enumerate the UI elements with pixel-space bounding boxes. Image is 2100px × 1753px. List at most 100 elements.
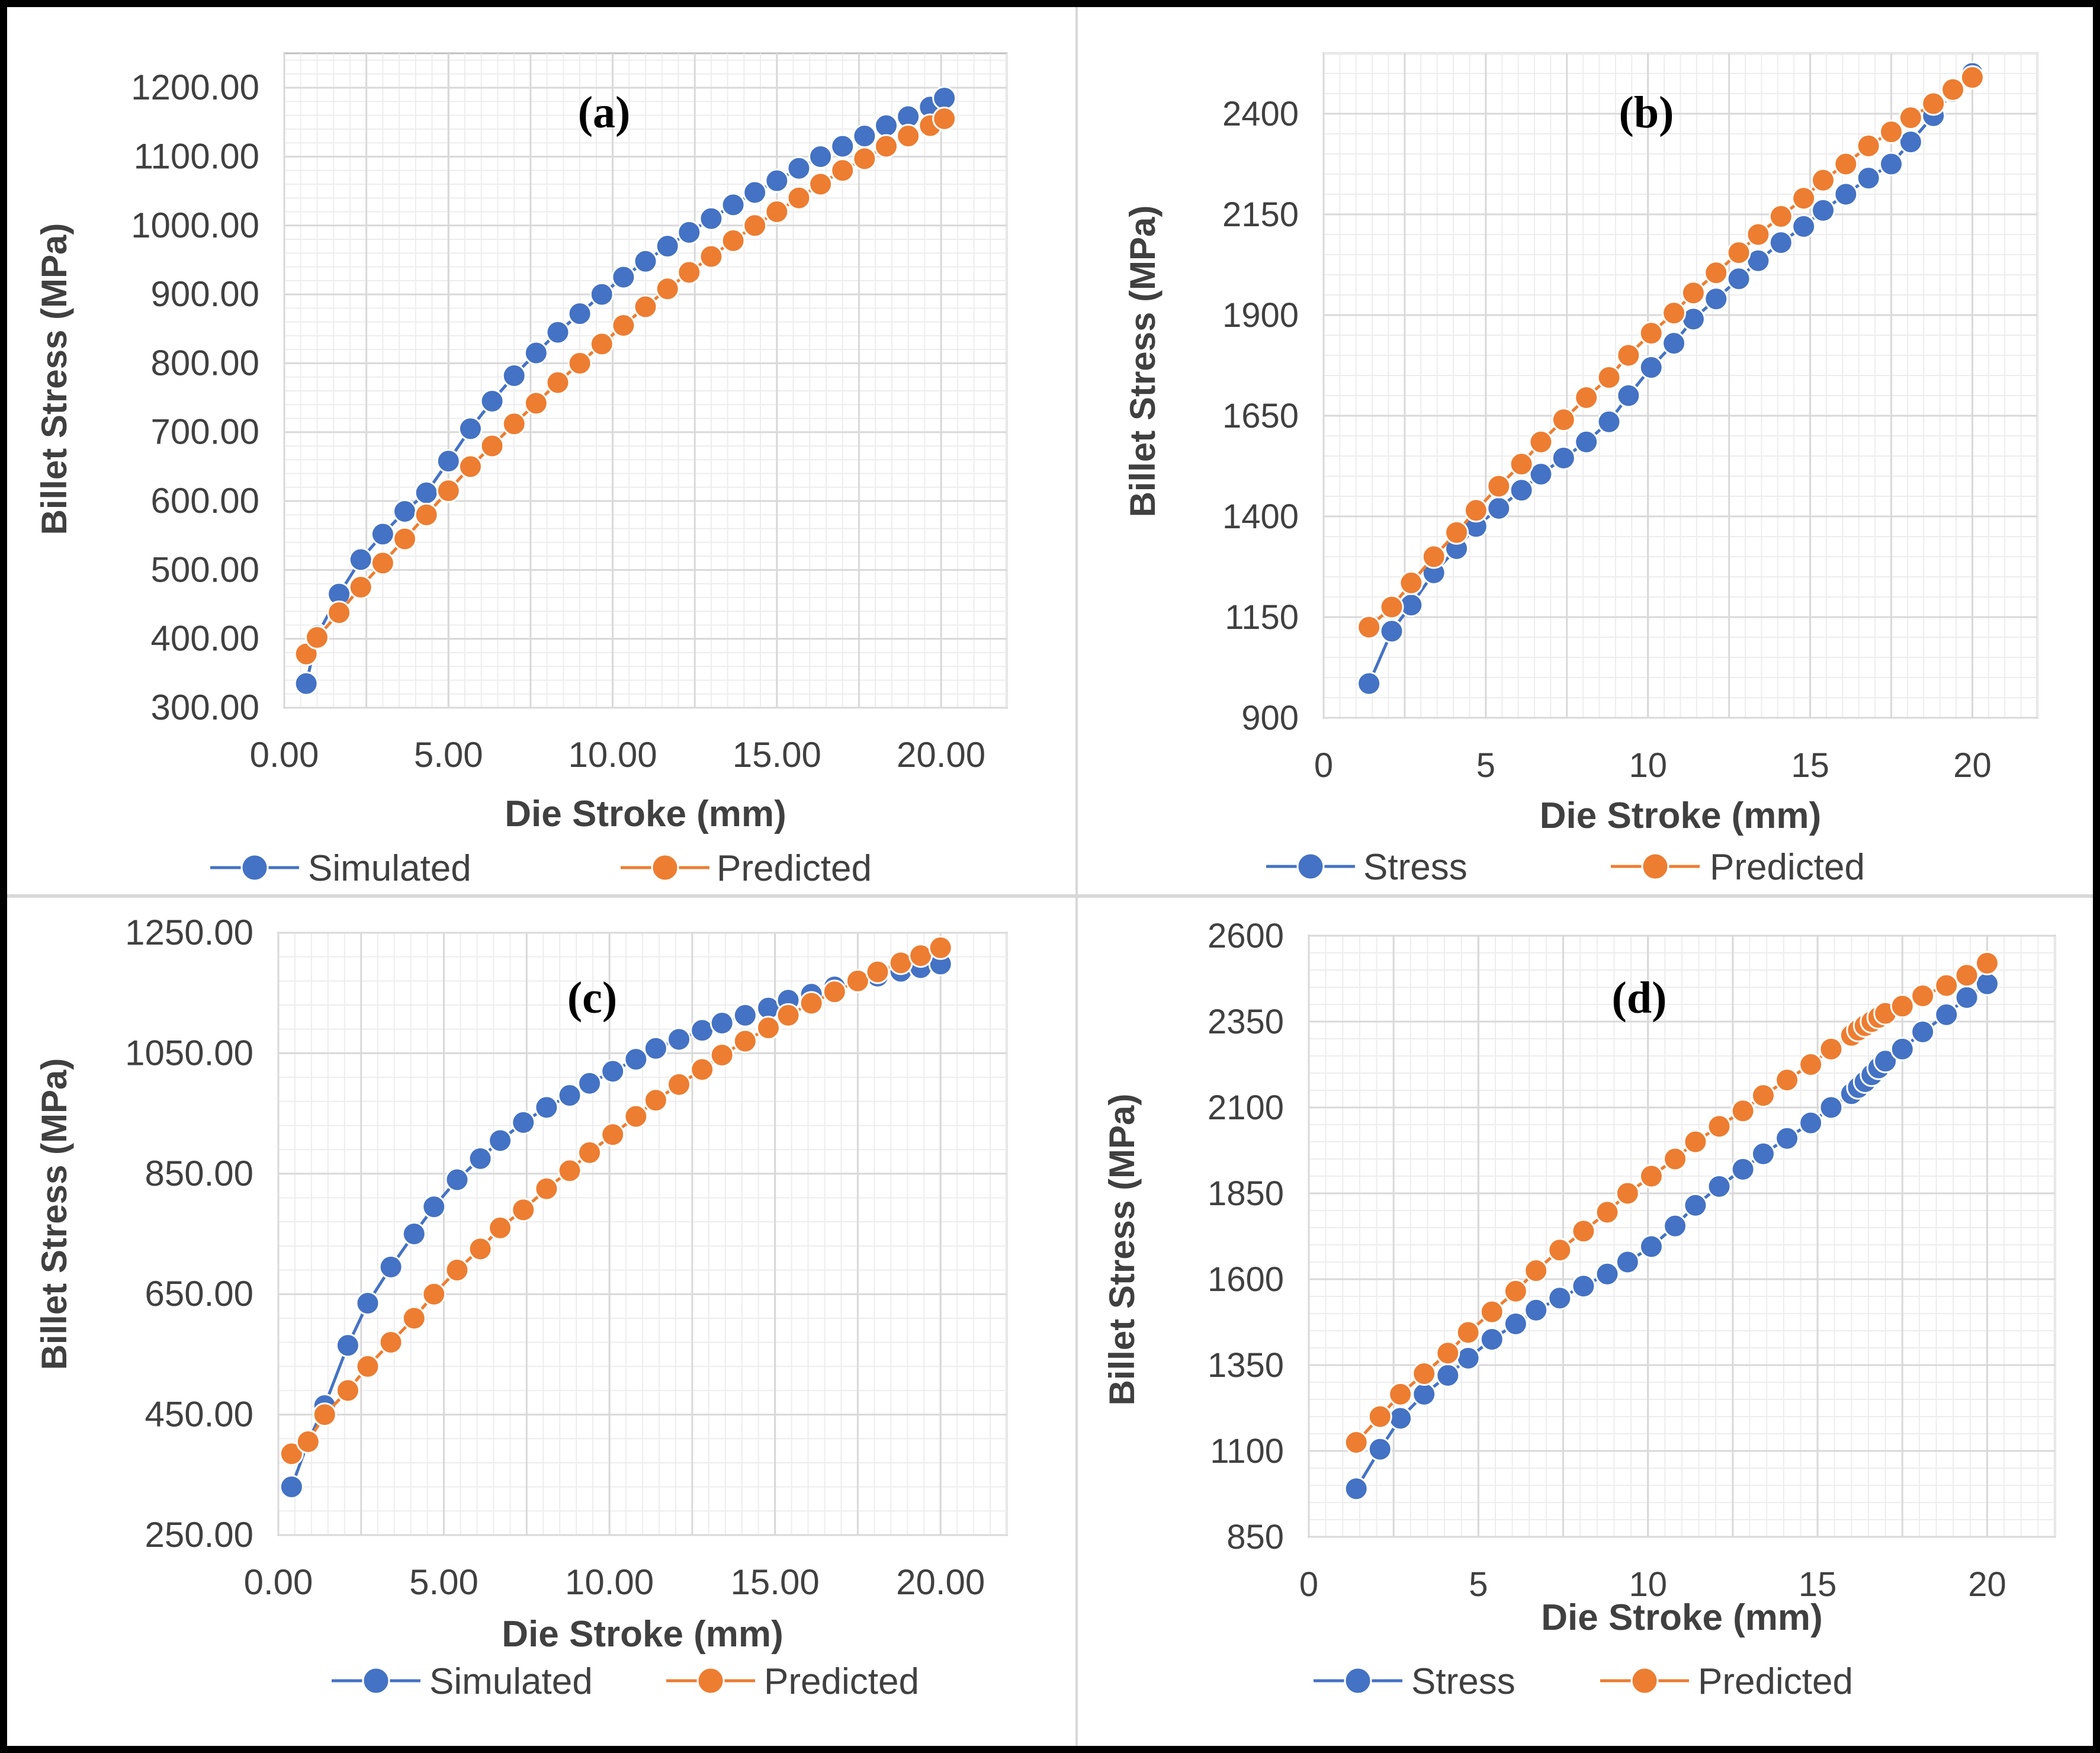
data-point-simulated [335, 1333, 360, 1358]
data-point-predicted [279, 1441, 304, 1466]
panel-label: (a) [578, 88, 631, 137]
y-tick-label: 1150 [1225, 598, 1299, 637]
data-point-predicted [348, 574, 373, 599]
y-tick-label: 1200.00 [131, 68, 259, 107]
data-point-predicted [865, 959, 890, 984]
data-point-stress [1574, 429, 1599, 454]
data-point-stress [1615, 1250, 1640, 1274]
x-tick-label: 20 [1953, 746, 1992, 785]
data-point-predicted [370, 551, 395, 576]
data-point-predicted [1707, 1114, 1732, 1139]
data-point-predicted [1960, 65, 1985, 90]
data-point-predicted [1379, 595, 1404, 619]
data-point-predicted [786, 185, 811, 210]
data-point-predicted [655, 277, 680, 301]
data-point-predicted [488, 1215, 513, 1240]
x-tick-label: 5 [1469, 1565, 1488, 1604]
data-point-predicted [1941, 77, 1966, 102]
legend-label-predicted: Predicted [764, 1661, 919, 1702]
y-tick-label: 1100 [1210, 1432, 1284, 1471]
data-point-predicted [677, 260, 702, 285]
x-tick-label: 0.00 [250, 735, 319, 775]
data-point-predicted [1934, 973, 1959, 998]
data-point-predicted [1456, 1320, 1481, 1345]
data-point-predicted [1834, 152, 1858, 176]
data-point-simulated [852, 124, 877, 149]
legend-label-predicted: Predicted [1710, 847, 1865, 888]
data-point-predicted [327, 600, 352, 625]
y-tick-label: 500.00 [150, 550, 259, 589]
data-point-simulated [445, 1167, 470, 1192]
data-point-predicted [422, 1282, 447, 1306]
y-tick-label: 2400 [1222, 95, 1299, 133]
y-tick-label: 1000.00 [131, 206, 259, 245]
legend-marker-simulated [240, 853, 269, 882]
legend-marker-stress [1296, 852, 1325, 881]
data-point-predicted [624, 1104, 648, 1129]
data-point-stress [1799, 1110, 1823, 1135]
data-point-predicted [1574, 385, 1599, 410]
data-point-stress [1571, 1274, 1596, 1299]
data-point-simulated [294, 671, 319, 696]
data-point-stress [1379, 619, 1404, 644]
data-point-stress [1367, 1437, 1392, 1462]
x-axis-title: Die Stroke (mm) [502, 1614, 783, 1655]
data-point-simulated [402, 1222, 426, 1246]
y-tick-label: 650.00 [145, 1274, 253, 1314]
chart-d: 850 1100 1350 1600 1850 2100 2350 2600 0 5 10 15 20 D… [1102, 917, 2056, 1702]
data-point-predicted [874, 134, 898, 159]
data-point-stress [1639, 355, 1664, 380]
data-point-simulated [932, 86, 957, 111]
data-point-stress [1873, 1049, 1898, 1074]
y-tick-label: 2150 [1222, 195, 1299, 234]
data-point-stress [1529, 462, 1553, 487]
data-point-predicted [643, 1088, 668, 1113]
data-point-simulated [589, 282, 614, 307]
chart-b: 900 1150 1400 1650 1900 2150 2400 0 5 10 15 20 Die S… [1123, 52, 2038, 888]
data-point-predicted [1921, 91, 1946, 116]
data-point-simulated [808, 144, 833, 169]
data-point-stress [1768, 230, 1793, 255]
data-point-predicted [1775, 1068, 1800, 1093]
data-point-predicted [436, 479, 461, 503]
data-point-predicted [822, 980, 847, 1004]
data-point-predicted [468, 1237, 493, 1261]
data-point-predicted [1768, 204, 1793, 229]
data-point-simulated [480, 389, 505, 413]
data-point-simulated [355, 1290, 380, 1315]
y-tick-label: 600.00 [150, 481, 259, 521]
data-point-predicted [1910, 984, 1935, 1008]
data-point-simulated [524, 341, 548, 365]
data-point-stress [1811, 198, 1835, 223]
x-tick-label: 5 [1476, 746, 1495, 785]
y-tick-label: 850 [1226, 1518, 1284, 1556]
data-point-simulated [534, 1095, 559, 1120]
data-point-predicted [1890, 994, 1915, 1019]
y-tick-label: 1400 [1222, 497, 1299, 536]
data-point-predicted [511, 1197, 536, 1222]
panel-divider-vertical [1075, 7, 1078, 1746]
data-point-stress [1856, 166, 1881, 191]
y-tick-label: 1100.00 [134, 136, 259, 176]
x-tick-label: 10 [1629, 746, 1667, 785]
data-point-predicted [743, 213, 768, 238]
chart-c: 250.00 450.00 650.00 850.00 1050.00 1250.00 0.… [34, 913, 1008, 1702]
data-point-simulated [502, 363, 526, 388]
data-point-predicted [393, 526, 418, 551]
data-point-predicted [756, 1016, 781, 1041]
data-point-predicted [1856, 133, 1881, 158]
data-point-simulated [511, 1110, 536, 1135]
y-tick-label: 900 [1241, 699, 1299, 737]
data-point-stress [1819, 1095, 1844, 1120]
data-point-predicted [1444, 520, 1469, 545]
data-point-predicted [776, 1003, 801, 1028]
chart-a: 300.00 400.00 500.00 600.00 700.00 800.00 900.… [34, 52, 1008, 889]
data-point-simulated [655, 234, 680, 259]
data-point-predicted [690, 1057, 715, 1082]
data-point-stress [1456, 1346, 1481, 1370]
data-point-predicted [1704, 261, 1729, 285]
data-point-predicted [1547, 1238, 1572, 1263]
data-point-predicted [1503, 1279, 1528, 1303]
data-point-predicted [480, 434, 505, 458]
data-point-predicted [928, 935, 953, 960]
